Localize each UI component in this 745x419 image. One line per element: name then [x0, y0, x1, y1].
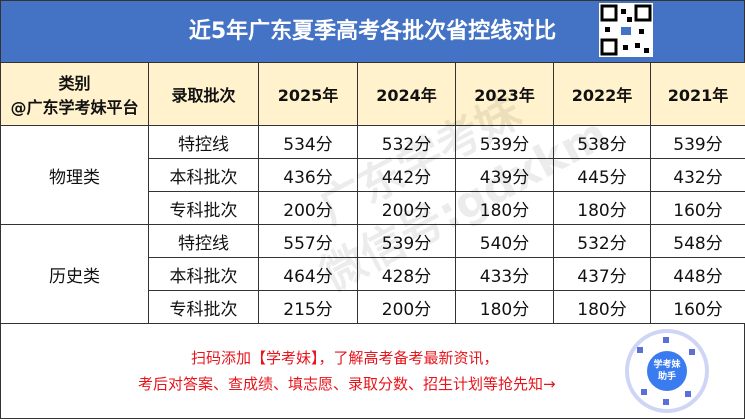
score-cell: 200分 — [258, 191, 358, 225]
category-header: 类别 @广东学考妹平台 — [0, 62, 149, 126]
title: 近5年广东夏季高考各批次省控线对比 — [188, 19, 557, 44]
data-row: 本科批次 464分 428分 433分 437分 448分 — [1, 257, 745, 291]
score-cell: 448分 — [650, 257, 745, 291]
score-cell: 180分 — [553, 191, 651, 225]
header-row: 类别 @广东学考妹平台 录取批次 2025年 2024年 2023年 2022年 2021年 — [0, 62, 745, 126]
score-cell: 442分 — [357, 158, 456, 192]
category-header-line: @广东学考妹平台 — [10, 98, 139, 117]
score-cell: 436分 — [258, 158, 358, 192]
batch-name: 特控线 — [148, 125, 259, 159]
badge-qr: 学考妹 助手 — [625, 329, 709, 413]
score-cell: 433分 — [455, 257, 554, 291]
score-cell: 439分 — [455, 158, 554, 192]
batch-name: 本科批次 — [148, 158, 259, 192]
score-cell: 464分 — [258, 257, 358, 291]
badge-text: 助手 — [658, 370, 676, 382]
batch-name: 专科批次 — [148, 191, 259, 225]
score-cell: 557分 — [258, 224, 358, 258]
score-cell: 539分 — [357, 224, 456, 258]
score-cell: 534分 — [258, 125, 358, 159]
score-cell: 445分 — [553, 158, 651, 192]
score-cell: 160分 — [650, 290, 745, 324]
group-name: 物理类 — [0, 125, 149, 225]
badge-text: 学考妹 — [653, 358, 681, 370]
column-header: 2024年 — [357, 62, 456, 126]
score-cell: 180分 — [553, 290, 651, 324]
table: 类别 @广东学考妹平台 录取批次 2025年 2024年 2023年 2022年 2021年物… — [0, 62, 745, 324]
column-header: 2022年 — [553, 62, 651, 126]
data-row: 专科批次 200分 200分 180分 180分 160分 — [1, 191, 745, 225]
column-header: 2025年 — [258, 62, 358, 126]
score-cell: 540分 — [455, 224, 554, 258]
score-cell: 538分 — [553, 125, 651, 159]
score-cell: 180分 — [455, 290, 554, 324]
score-cell: 539分 — [455, 125, 554, 159]
footer-line: 扫码添加【学考妹】，了解高考备考最新资讯， — [191, 349, 499, 367]
footer-line: 考后对答案、查成绩、填志愿、录取分数、招生计划等抢先知→ — [138, 375, 556, 393]
score-cell: 200分 — [357, 290, 456, 324]
batch-name: 本科批次 — [148, 257, 259, 291]
data-row: 专科批次 215分 200分 180分 180分 160分 — [1, 290, 745, 324]
qr-code — [599, 3, 653, 57]
score-cell: 428分 — [357, 257, 456, 291]
data-row: 物理类 特控线 534分 532分 539分 538分 539分 — [0, 125, 745, 225]
score-cell: 180分 — [455, 191, 554, 225]
category-header-line: 类别 — [58, 74, 91, 93]
score-cell: 532分 — [357, 125, 456, 159]
score-cell: 432分 — [650, 158, 745, 192]
score-cell: 215分 — [258, 290, 358, 324]
score-cell: 437分 — [553, 257, 651, 291]
score-cell: 548分 — [650, 224, 745, 258]
score-cell: 532分 — [553, 224, 651, 258]
score-cell: 200分 — [357, 191, 456, 225]
column-header: 2023年 — [455, 62, 554, 126]
batch-name: 特控线 — [148, 224, 259, 258]
column-header: 录取批次 — [148, 62, 259, 126]
footer: 扫码添加【学考妹】，了解高考备考最新资讯， 考后对答案、查成绩、填志愿、录取分数… — [0, 323, 745, 419]
score-cell: 539分 — [650, 125, 745, 159]
column-header: 2021年 — [650, 62, 745, 126]
batch-name: 专科批次 — [148, 290, 259, 324]
group-name: 历史类 — [0, 224, 149, 324]
data-row: 历史类 特控线 557分 539分 540分 532分 548分 — [0, 224, 745, 324]
score-cell: 160分 — [650, 191, 745, 225]
